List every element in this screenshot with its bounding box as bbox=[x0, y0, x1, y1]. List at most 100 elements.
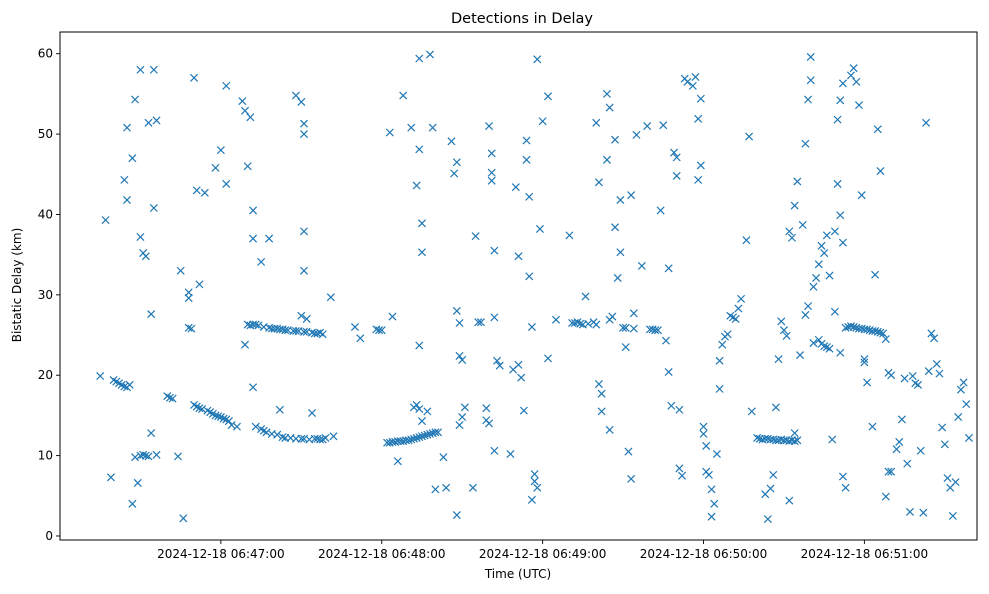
data-point bbox=[417, 432, 426, 441]
data-point bbox=[222, 81, 231, 90]
data-point bbox=[715, 356, 724, 365]
x-tick-label: 2024-12-18 06:47:00 bbox=[157, 547, 284, 561]
data-point bbox=[128, 499, 137, 508]
data-point bbox=[165, 393, 174, 402]
data-point bbox=[476, 318, 485, 327]
data-point bbox=[447, 137, 456, 146]
data-point bbox=[211, 411, 220, 420]
data-point bbox=[806, 76, 815, 85]
data-point bbox=[291, 326, 300, 336]
data-point bbox=[849, 64, 858, 73]
data-point bbox=[377, 326, 386, 335]
data-point bbox=[455, 351, 464, 360]
data-point bbox=[753, 433, 762, 442]
data-point bbox=[597, 407, 606, 416]
data-point bbox=[240, 340, 250, 349]
data-point bbox=[833, 179, 842, 188]
data-point bbox=[321, 433, 330, 442]
data-point bbox=[439, 453, 448, 462]
data-point bbox=[385, 128, 394, 137]
data-point bbox=[425, 429, 435, 438]
data-point bbox=[187, 324, 196, 333]
data-point bbox=[838, 79, 847, 88]
data-point bbox=[787, 233, 797, 242]
x-tick-label: 2024-12-18 06:51:00 bbox=[801, 547, 928, 561]
data-point bbox=[964, 433, 973, 442]
data-point bbox=[409, 434, 418, 443]
data-point bbox=[350, 322, 359, 332]
data-point bbox=[106, 473, 115, 482]
data-point bbox=[879, 329, 888, 338]
data-point bbox=[173, 452, 183, 461]
data-point bbox=[838, 472, 847, 481]
data-point bbox=[299, 266, 309, 275]
data-point bbox=[522, 136, 531, 145]
data-point bbox=[814, 335, 823, 344]
data-point bbox=[790, 201, 799, 210]
data-point bbox=[956, 385, 965, 394]
data-point bbox=[291, 91, 300, 100]
data-point bbox=[487, 168, 496, 177]
data-point bbox=[932, 359, 941, 368]
data-point bbox=[420, 431, 429, 440]
data-point bbox=[884, 467, 893, 476]
data-point bbox=[195, 404, 204, 413]
data-point bbox=[493, 356, 502, 365]
data-point bbox=[243, 162, 252, 171]
data-point bbox=[152, 116, 161, 125]
data-point bbox=[211, 163, 220, 172]
data-point bbox=[632, 130, 641, 139]
data-point bbox=[431, 428, 440, 437]
data-point bbox=[873, 327, 882, 336]
data-point bbox=[905, 507, 914, 516]
x-tick-label: 2024-12-18 06:50:00 bbox=[640, 547, 767, 561]
data-point bbox=[903, 459, 912, 468]
data-point bbox=[838, 238, 847, 247]
data-point bbox=[278, 433, 287, 442]
data-point bbox=[887, 371, 896, 380]
data-point bbox=[812, 273, 821, 282]
data-point bbox=[133, 478, 142, 487]
data-point bbox=[613, 273, 622, 282]
data-point bbox=[627, 474, 636, 483]
data-point bbox=[511, 183, 520, 192]
data-point bbox=[675, 464, 684, 473]
data-point bbox=[675, 405, 684, 414]
data-point bbox=[745, 132, 754, 141]
data-point bbox=[820, 249, 829, 258]
y-tick-label: 50 bbox=[38, 127, 53, 141]
data-point bbox=[452, 158, 461, 167]
data-point bbox=[916, 446, 925, 455]
data-point bbox=[149, 65, 158, 74]
data-point bbox=[892, 445, 901, 454]
data-point bbox=[222, 179, 231, 188]
data-point bbox=[592, 320, 601, 329]
data-point bbox=[484, 122, 494, 131]
data-point bbox=[308, 408, 317, 418]
data-point bbox=[881, 492, 890, 501]
data-point bbox=[597, 389, 606, 398]
data-point bbox=[412, 433, 421, 442]
data-point bbox=[254, 321, 263, 330]
data-point bbox=[868, 422, 877, 431]
data-point bbox=[302, 314, 311, 323]
data-point bbox=[442, 483, 451, 492]
data-point bbox=[458, 412, 467, 422]
data-point bbox=[275, 405, 284, 414]
data-point bbox=[871, 270, 880, 279]
data-point bbox=[468, 483, 477, 492]
data-point bbox=[731, 314, 740, 323]
data-point bbox=[833, 115, 842, 124]
data-point bbox=[954, 412, 963, 422]
data-point bbox=[900, 374, 909, 383]
data-point bbox=[959, 378, 968, 387]
data-point bbox=[281, 326, 290, 335]
data-point bbox=[152, 450, 161, 459]
data-point bbox=[527, 495, 536, 504]
data-point bbox=[251, 422, 260, 431]
data-point bbox=[490, 446, 499, 455]
data-point bbox=[790, 429, 799, 438]
data-point bbox=[249, 206, 258, 215]
